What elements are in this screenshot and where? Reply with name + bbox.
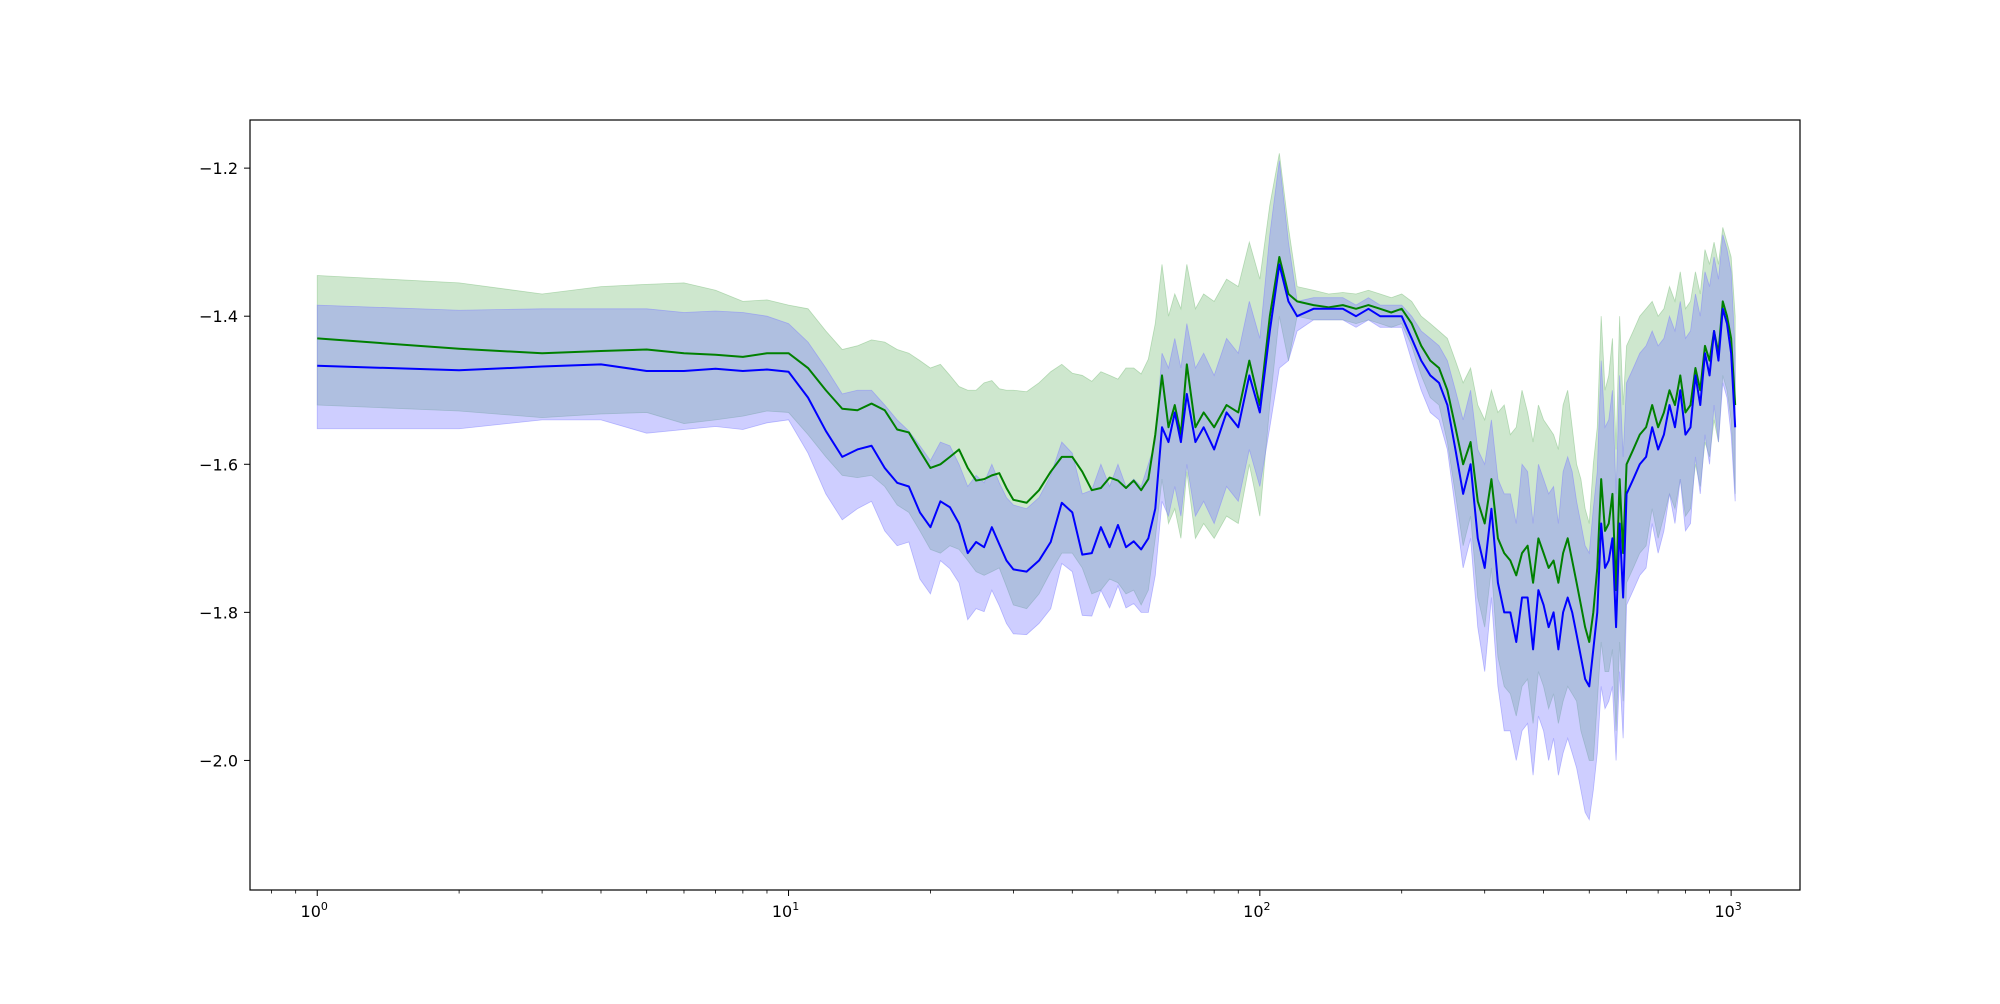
x-tick-label: 100 bbox=[301, 900, 328, 921]
y-tick-label: −1.8 bbox=[199, 603, 238, 622]
x-tick-label: 101 bbox=[772, 900, 799, 921]
confidence-bands bbox=[316, 153, 1736, 821]
x-axis: 100 101 102 103 bbox=[271, 890, 1742, 921]
y-tick-label: −1.6 bbox=[199, 455, 238, 474]
series-1-band bbox=[316, 160, 1736, 821]
x-tick-label: 103 bbox=[1714, 900, 1741, 921]
series-0-line bbox=[317, 255, 1737, 643]
y-tick-label: −2.0 bbox=[199, 751, 238, 770]
y-axis: −2.0 −1.8 −1.6 −1.4 −1.2 bbox=[199, 159, 250, 770]
series-1-line bbox=[317, 263, 1737, 688]
y-tick-label: −1.2 bbox=[199, 159, 238, 178]
plot-frame bbox=[249, 119, 1801, 891]
x-tick-label: 102 bbox=[1243, 900, 1270, 921]
y-tick-label: −1.4 bbox=[199, 307, 238, 326]
series-lines bbox=[317, 255, 1737, 688]
